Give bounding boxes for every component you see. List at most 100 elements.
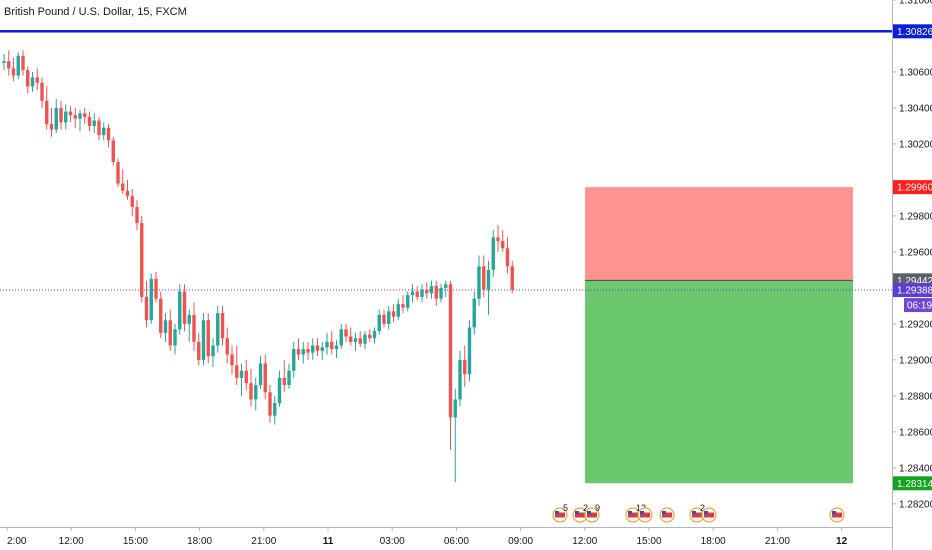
candle-body xyxy=(287,370,291,386)
price-lines xyxy=(0,30,892,291)
time-tick-label: 18:00 xyxy=(701,536,726,547)
candle-body xyxy=(434,286,438,299)
candle-body xyxy=(406,295,410,308)
candle-body xyxy=(187,314,191,324)
price-label-text: 1.30826 xyxy=(897,27,932,38)
candle-body xyxy=(277,377,282,404)
price-tick-label: 1.30200 xyxy=(899,139,932,150)
position-tool[interactable] xyxy=(585,187,853,484)
candle-body xyxy=(505,248,510,267)
event-count: 9 xyxy=(595,503,600,513)
candle-body xyxy=(83,113,87,117)
price-tick-label: 1.29800 xyxy=(899,211,932,222)
candle-body xyxy=(201,320,206,360)
time-tick-label: 06:00 xyxy=(444,536,469,547)
price-label-badge xyxy=(893,476,932,491)
event-count: 2 xyxy=(583,503,588,513)
candle-body xyxy=(16,55,20,76)
candle-body xyxy=(330,341,334,350)
candle-body xyxy=(268,392,272,416)
candle-body xyxy=(225,338,229,355)
candle-body xyxy=(472,298,476,328)
candle-body xyxy=(2,61,6,63)
price-label-badge xyxy=(893,180,932,195)
candle-body xyxy=(149,278,153,321)
chart-title: British Pound / U.S. Dollar, 15, FXCM xyxy=(4,6,187,18)
candle-body xyxy=(244,370,248,384)
candle-body xyxy=(486,269,491,290)
candle-body xyxy=(87,116,92,126)
candle-body xyxy=(510,266,514,290)
candle-body xyxy=(40,82,44,101)
candle-body xyxy=(11,68,16,76)
candle-body xyxy=(64,111,68,123)
candle-body xyxy=(491,237,495,270)
price-label-text: 1.29960 xyxy=(897,183,932,194)
candle-body xyxy=(501,241,505,249)
price-label-badge xyxy=(893,24,932,39)
economic-event-flag-icon[interactable] xyxy=(659,507,675,523)
candle-body xyxy=(311,345,315,353)
economic-event-flag-icon[interactable] xyxy=(637,507,653,523)
candle-body xyxy=(292,349,296,371)
economic-event-flag-icon[interactable] xyxy=(829,507,845,523)
candle-body xyxy=(306,349,310,353)
take-profit-zone[interactable] xyxy=(585,280,853,484)
candle-body xyxy=(163,320,168,333)
candle-body xyxy=(49,124,54,130)
candle-body xyxy=(130,196,134,207)
candle-body xyxy=(282,377,286,386)
price-tick-label: 1.28400 xyxy=(899,463,932,474)
candle-body xyxy=(154,278,158,299)
economic-event-flag-icon[interactable] xyxy=(701,507,717,523)
candle-body xyxy=(496,237,500,242)
economic-events[interactable]: 5 2 9 12 2 xyxy=(552,503,845,523)
price-tick-label: 1.28600 xyxy=(899,427,932,438)
price-label-text: 1.29388 xyxy=(897,286,932,297)
candle-body xyxy=(197,341,201,360)
time-axis[interactable]: 2:00 12:00 15:00 18:00 21:00 11 03:00 06:00 09:0… xyxy=(0,527,892,548)
price-label-text: 1.28314 xyxy=(897,479,932,490)
candle-body xyxy=(334,345,339,350)
candle-body xyxy=(135,206,139,224)
price-tick-label: 1.31000 xyxy=(899,0,932,7)
economic-event-flag-icon[interactable] xyxy=(625,507,641,523)
candle-body xyxy=(206,320,210,357)
candle-body xyxy=(59,107,63,123)
time-tick-label: 11 xyxy=(323,536,334,547)
candle-body xyxy=(116,161,120,184)
candle-body xyxy=(35,77,39,83)
candle-body xyxy=(168,320,172,346)
candle-body xyxy=(178,291,182,330)
candle-body xyxy=(220,313,225,339)
candle-body xyxy=(173,329,177,346)
candle-body xyxy=(439,287,443,299)
candle-body xyxy=(401,304,405,308)
price-tick-label: 1.30400 xyxy=(899,103,932,114)
time-tick-label: 12:00 xyxy=(572,536,597,547)
time-tick-label: 21:00 xyxy=(251,536,276,547)
candle-body xyxy=(192,314,196,342)
event-count: 2 xyxy=(700,503,705,513)
event-count: 5 xyxy=(563,503,568,513)
candle-body xyxy=(216,313,220,346)
stop-loss-zone[interactable] xyxy=(585,187,853,281)
candle-body xyxy=(125,190,130,197)
candle-body xyxy=(320,347,324,351)
economic-event-flag-icon[interactable] xyxy=(689,507,705,523)
candle-body xyxy=(30,77,35,87)
candle-body xyxy=(387,311,391,324)
economic-event-flag-icon[interactable] xyxy=(584,507,600,523)
candle-body xyxy=(429,286,434,294)
candle-body xyxy=(463,359,467,375)
time-tick-label: 18:00 xyxy=(187,536,212,547)
economic-event-flag-icon[interactable] xyxy=(552,507,568,523)
candle-body xyxy=(377,314,381,332)
price-axis[interactable]: 1.31000 1.30600 1.30400 1.30200 1.29800 1.296… xyxy=(892,0,932,550)
price-label-text: 1.29442 xyxy=(897,276,932,287)
candle-body xyxy=(159,298,163,333)
price-tick-label: 1.30600 xyxy=(899,67,932,78)
candle-body xyxy=(111,140,115,162)
candle-body xyxy=(444,284,448,288)
